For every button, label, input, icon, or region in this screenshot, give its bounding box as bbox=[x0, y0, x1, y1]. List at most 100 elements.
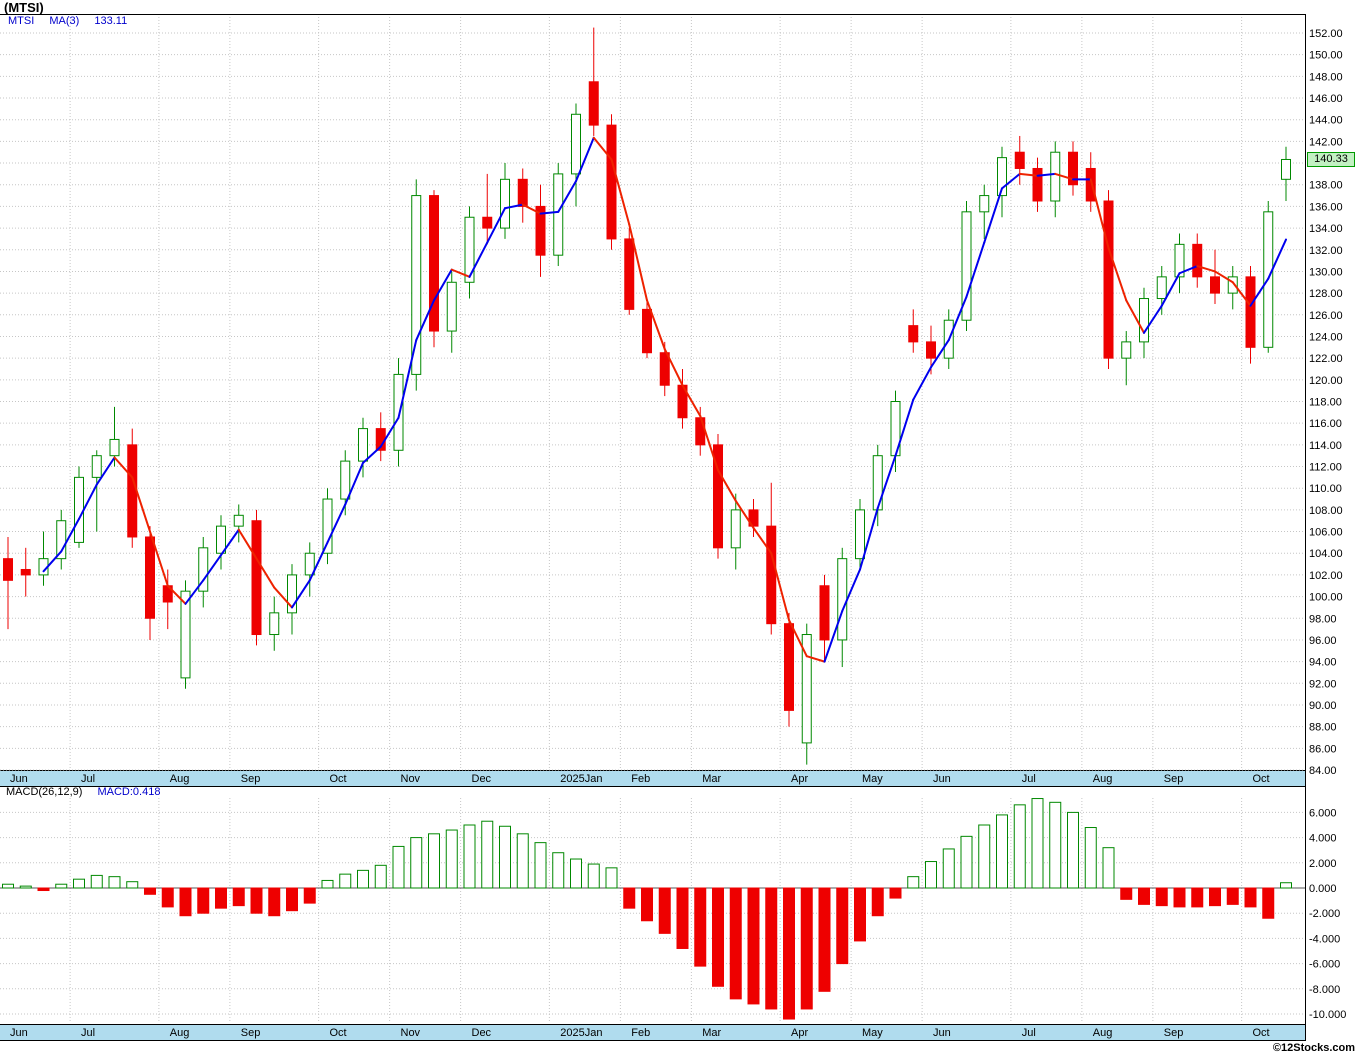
price-tick-label: 146.00 bbox=[1309, 93, 1343, 105]
price-tick-label: 120.00 bbox=[1309, 375, 1343, 387]
macd-histogram bbox=[0, 798, 1305, 1020]
macd-bar bbox=[1049, 801, 1062, 889]
macd-bar bbox=[729, 887, 742, 1000]
candle-body bbox=[535, 205, 546, 256]
macd-bar bbox=[374, 864, 387, 889]
macd-bar bbox=[1226, 887, 1239, 905]
price-tick-label: 84.00 bbox=[1309, 765, 1337, 777]
macd-bar bbox=[1120, 887, 1133, 900]
month-label: Jun bbox=[933, 773, 951, 785]
candle-body bbox=[1139, 298, 1149, 343]
macd-bar bbox=[357, 869, 369, 889]
month-label: Aug bbox=[1093, 773, 1113, 785]
macd-bar bbox=[641, 887, 653, 922]
macd-bar bbox=[1138, 887, 1150, 905]
macd-bar bbox=[694, 887, 707, 967]
candle-body bbox=[269, 612, 280, 636]
macd-bar bbox=[1084, 827, 1097, 889]
ma-segment bbox=[841, 568, 861, 613]
macd-bar bbox=[836, 887, 849, 965]
macd-bar bbox=[925, 861, 937, 889]
ma-segment bbox=[504, 203, 524, 210]
macd-tick-label: -4.000 bbox=[1309, 933, 1340, 945]
ma-segment bbox=[557, 180, 577, 213]
macd-bar bbox=[108, 876, 121, 889]
ma-segment bbox=[486, 207, 506, 244]
price-tick-label: 96.00 bbox=[1309, 635, 1337, 647]
candle-body bbox=[216, 525, 226, 554]
ma-segment bbox=[752, 526, 773, 555]
ma-segment bbox=[983, 187, 1003, 244]
ma-segment bbox=[397, 339, 418, 419]
price-tick-label: 142.00 bbox=[1309, 136, 1343, 148]
macd-bar bbox=[37, 887, 50, 892]
ma-segment bbox=[823, 610, 844, 663]
price-tick-label: 114.00 bbox=[1309, 440, 1342, 452]
candle-body bbox=[1192, 243, 1203, 278]
macd-tick-label: -10.000 bbox=[1309, 1009, 1346, 1021]
price-tick-label: 152.00 bbox=[1309, 28, 1343, 40]
macd-bar bbox=[605, 867, 618, 889]
candle-body bbox=[198, 547, 209, 592]
candle-body bbox=[713, 444, 723, 549]
macd-tick-label: -6.000 bbox=[1309, 959, 1340, 971]
month-label: Apr bbox=[791, 773, 808, 785]
ma-segment bbox=[42, 550, 63, 573]
candle-body bbox=[784, 623, 794, 711]
ma-segment bbox=[717, 469, 737, 502]
price-tick-label: 122.00 bbox=[1309, 353, 1343, 365]
macd-bar bbox=[499, 825, 511, 889]
ma-segment bbox=[628, 223, 648, 302]
month-label: Aug bbox=[170, 1027, 190, 1039]
candle-body bbox=[251, 520, 262, 636]
ma-segment bbox=[876, 454, 897, 510]
candle-body bbox=[340, 460, 351, 500]
macd-bar bbox=[55, 883, 68, 889]
candle-body bbox=[766, 525, 777, 625]
candle-body bbox=[1281, 158, 1291, 180]
macd-bar bbox=[1102, 847, 1115, 889]
macd-tick-label: -8.000 bbox=[1309, 984, 1340, 996]
candle-body bbox=[1227, 276, 1238, 294]
ma-segment bbox=[113, 456, 134, 479]
candle-body bbox=[411, 195, 422, 375]
macd-bar bbox=[1013, 804, 1026, 889]
macd-tick-label: 6.000 bbox=[1309, 807, 1337, 819]
ma-segment bbox=[947, 295, 968, 342]
candle-body bbox=[3, 558, 13, 581]
macd-bar bbox=[960, 835, 973, 889]
month-label: Sep bbox=[1164, 773, 1184, 785]
candle-body bbox=[642, 308, 652, 354]
month-label: Nov bbox=[401, 773, 421, 785]
ma-segment bbox=[184, 579, 205, 605]
ma-segment bbox=[646, 299, 666, 351]
ma-segment bbox=[273, 586, 293, 609]
price-tick-label: 88.00 bbox=[1309, 722, 1337, 734]
candle-body bbox=[553, 173, 564, 256]
ma-segment bbox=[291, 579, 311, 609]
month-band bbox=[0, 770, 1305, 786]
price-tick-label: 118.00 bbox=[1309, 397, 1342, 409]
ma-segment bbox=[202, 554, 222, 582]
candle-body bbox=[56, 520, 67, 560]
ma-segment bbox=[237, 528, 258, 560]
candle-body bbox=[819, 585, 830, 641]
month-label: Oct bbox=[1253, 1027, 1270, 1039]
candle-body bbox=[801, 634, 812, 744]
macd-bar bbox=[516, 833, 529, 889]
month-label: Dec bbox=[472, 1027, 492, 1039]
macd-bar bbox=[1244, 887, 1257, 908]
macd-bar bbox=[463, 824, 476, 889]
macd-bar bbox=[179, 887, 192, 917]
month-label: 2025Jan bbox=[560, 1027, 602, 1039]
ma-segment bbox=[166, 584, 187, 605]
macd-bar bbox=[232, 887, 245, 907]
month-label: Aug bbox=[170, 773, 190, 785]
price-tick-label: 90.00 bbox=[1309, 700, 1337, 712]
ma-segment bbox=[1143, 304, 1163, 334]
macd-bar bbox=[623, 887, 636, 909]
legend-symbol: MTSI bbox=[8, 15, 35, 27]
month-label: Oct bbox=[330, 773, 347, 785]
macd-bar bbox=[286, 887, 298, 912]
ma-segment bbox=[1214, 270, 1234, 284]
